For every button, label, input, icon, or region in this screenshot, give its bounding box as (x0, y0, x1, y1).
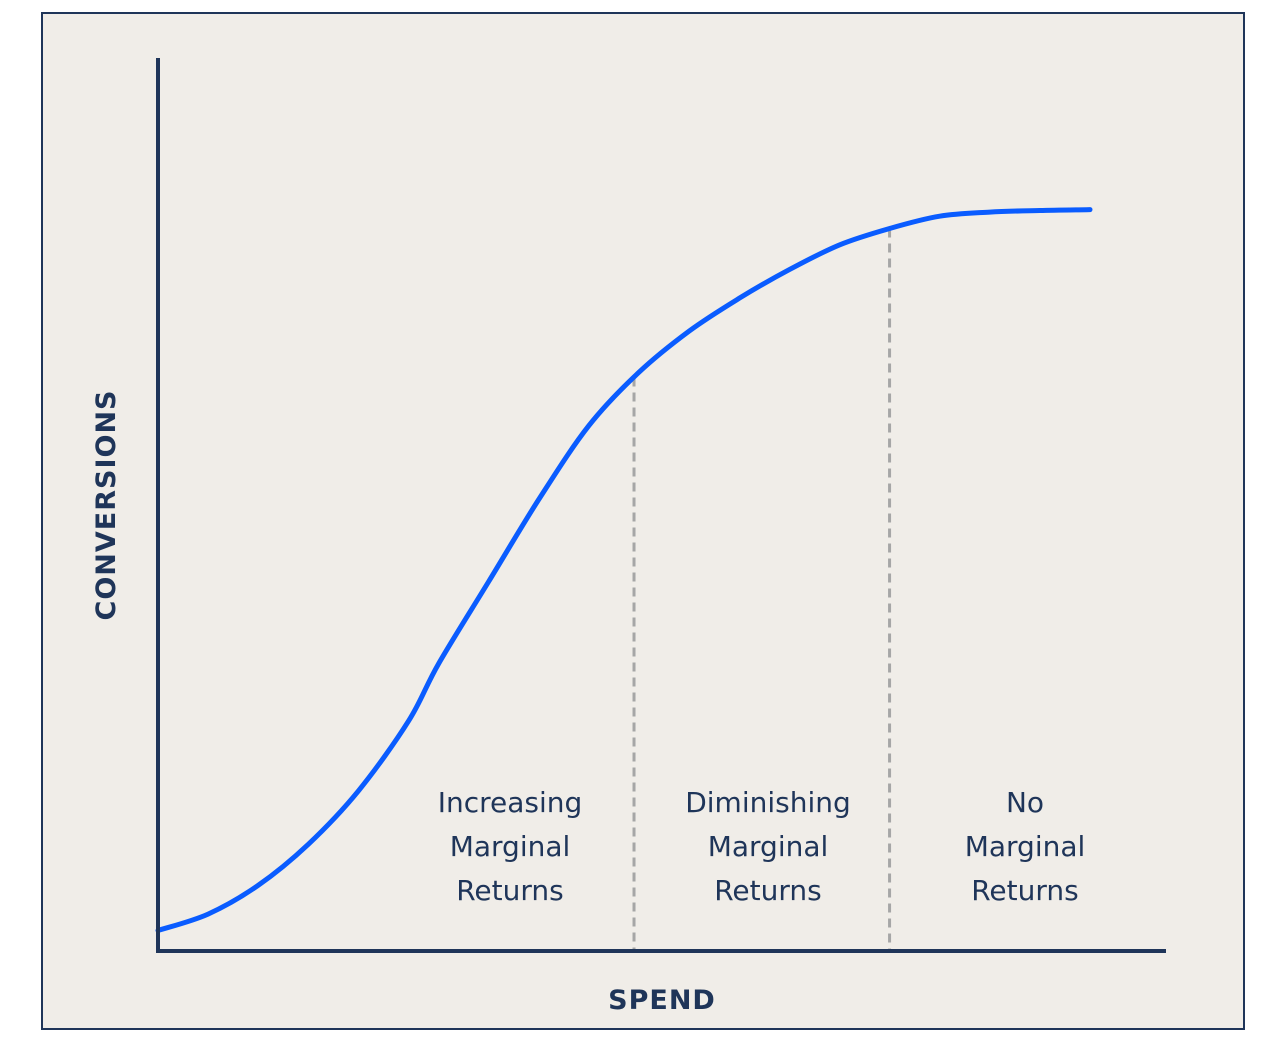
zone-label-line: Diminishing (685, 786, 851, 819)
zone-label-line: Marginal (450, 830, 571, 863)
zone-label-2: Diminishing Marginal Returns (685, 786, 851, 907)
zone-dividers (632, 228, 892, 949)
zone-labels: Increasing Marginal Returns Diminishing Marg… (438, 786, 1086, 907)
x-axis-title: SPEND (608, 985, 716, 1016)
zone-label-line: No (1006, 786, 1044, 819)
zone-label-line: Returns (971, 874, 1079, 907)
zone-label-line: Marginal (708, 830, 829, 863)
zone-label-line: Returns (714, 874, 822, 907)
y-axis-title: CONVERSIONS (91, 390, 122, 621)
zone-label-line: Increasing (438, 786, 583, 819)
chart-frame (41, 12, 1245, 1030)
zone-label-3: No Marginal Returns (965, 786, 1086, 907)
zone-label-line: Returns (456, 874, 564, 907)
response-curve-line (155, 207, 1093, 933)
zone-label-1: Increasing Marginal Returns (438, 786, 583, 907)
zone-label-line: Marginal (965, 830, 1086, 863)
